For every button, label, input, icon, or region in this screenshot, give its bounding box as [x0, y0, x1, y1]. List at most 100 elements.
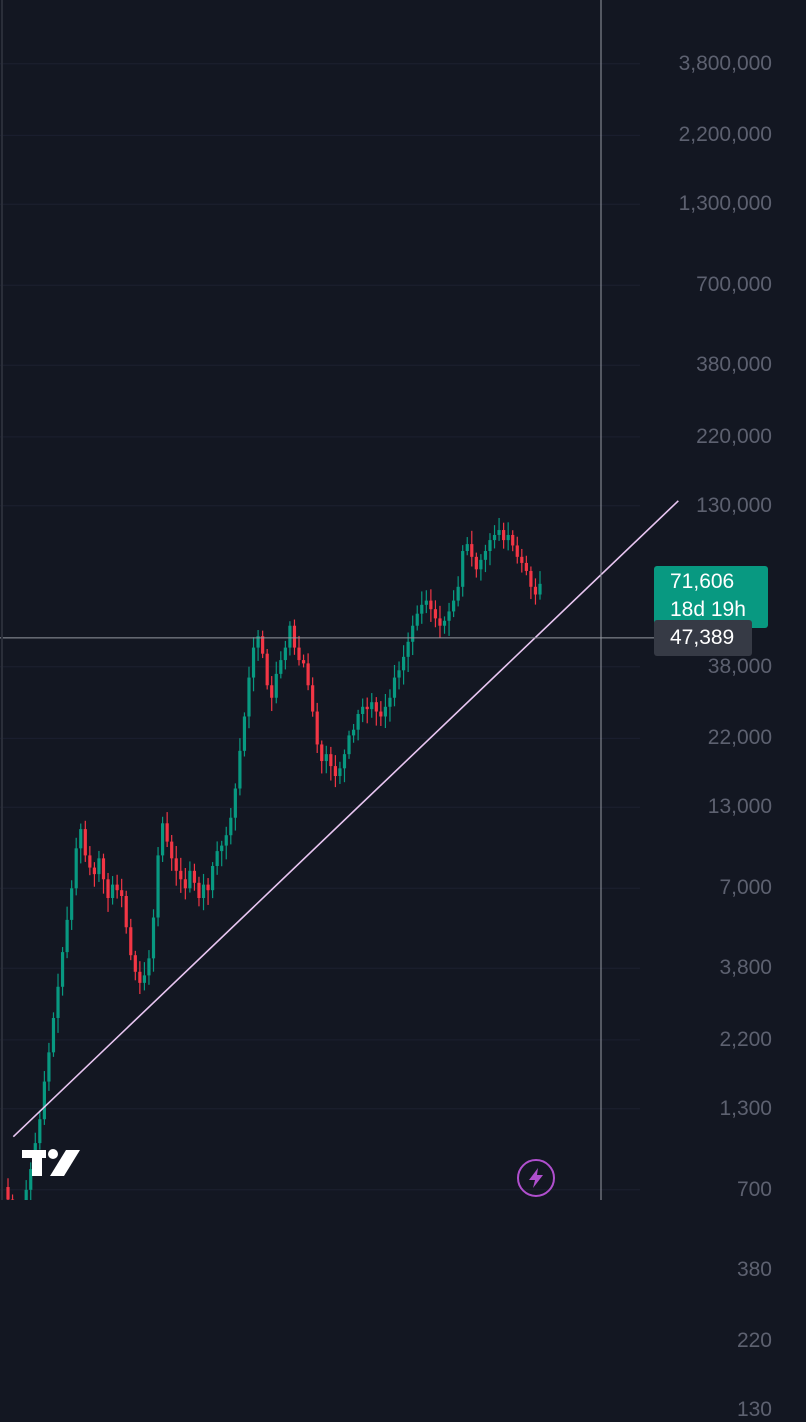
- candle-body: [525, 563, 528, 571]
- candle-body: [429, 601, 432, 610]
- candle-body: [352, 730, 355, 736]
- candle-body: [420, 605, 423, 614]
- candle-body: [229, 818, 232, 835]
- candle-body: [47, 1052, 50, 1081]
- y-tick-label: 7,000: [622, 876, 772, 900]
- candle-body: [311, 685, 314, 711]
- candle-body: [193, 871, 196, 883]
- candle-body: [156, 855, 159, 917]
- y-tick-label: 220,000: [622, 425, 772, 449]
- flash-button[interactable]: [517, 1159, 555, 1197]
- candle-body: [320, 744, 323, 761]
- y-tick-label: 1,300: [622, 1097, 772, 1121]
- y-tick-label: 3,800: [622, 956, 772, 980]
- y-tick-label: 700,000: [622, 273, 772, 297]
- candle-body: [238, 751, 241, 789]
- candle-body: [416, 614, 419, 626]
- candle-body: [447, 611, 450, 620]
- candle-body: [284, 648, 287, 660]
- candle-body: [93, 868, 96, 875]
- y-tick-label: 13,000: [622, 795, 772, 819]
- candle-body: [79, 829, 82, 848]
- candle-body: [370, 702, 373, 709]
- candle-body: [375, 702, 378, 711]
- candle-body: [457, 587, 460, 601]
- candle-body: [243, 716, 246, 750]
- candle-body: [25, 1190, 28, 1200]
- candle-body: [143, 975, 146, 982]
- lightning-bolt-icon: [526, 1167, 546, 1189]
- candle-body: [497, 530, 500, 535]
- candle-body: [307, 663, 310, 685]
- candle-body: [529, 571, 532, 587]
- candle-body: [347, 735, 350, 754]
- y-tick-label: 1,300,000: [622, 192, 772, 216]
- candle-body: [170, 842, 173, 859]
- candle-body: [216, 851, 219, 866]
- y-tick-label: 130,000: [622, 494, 772, 518]
- candle-body: [56, 987, 59, 1018]
- candle-body: [316, 712, 319, 745]
- candle-body: [38, 1119, 41, 1143]
- candle-body: [411, 626, 414, 642]
- candle-body: [475, 557, 478, 569]
- trendline[interactable]: [13, 501, 678, 1137]
- candle-body: [197, 883, 200, 898]
- candle-body: [234, 789, 237, 818]
- candle-body: [120, 890, 123, 896]
- candle-body: [111, 885, 114, 898]
- last-price-label: 71,606: [670, 570, 734, 593]
- candle-body: [188, 871, 191, 888]
- candle-body: [461, 551, 464, 587]
- candle-body: [97, 858, 100, 874]
- y-tick-label: 130: [622, 1398, 772, 1422]
- candle-body: [129, 927, 132, 955]
- candle-body: [343, 754, 346, 768]
- candle-body: [66, 920, 69, 952]
- candle-body: [138, 972, 141, 983]
- candle-body: [425, 601, 428, 605]
- candle-body: [102, 858, 105, 879]
- y-tick-label: 2,200: [622, 1028, 772, 1052]
- candle-body: [184, 879, 187, 888]
- candle-body: [384, 707, 387, 717]
- candle-body: [302, 660, 305, 663]
- grid-lines: [0, 64, 640, 1200]
- candle-body: [61, 952, 64, 987]
- candle-body: [520, 557, 523, 563]
- candle-body: [407, 642, 410, 657]
- tradingview-logo-icon[interactable]: [20, 1146, 84, 1183]
- candle-body: [70, 888, 73, 920]
- candle-body: [161, 823, 164, 855]
- candle-body: [488, 540, 491, 551]
- candle-body: [484, 551, 487, 560]
- candle-body: [297, 648, 300, 660]
- candle-body: [147, 958, 150, 975]
- candle-body: [452, 601, 455, 612]
- candle-body: [275, 674, 278, 698]
- crosshair-price-tag: 47,389: [654, 620, 752, 656]
- candle-body: [534, 587, 537, 595]
- candle-body: [206, 885, 209, 891]
- candle-body: [334, 766, 337, 776]
- candle-body: [507, 535, 510, 540]
- candle-body: [466, 544, 469, 551]
- candle-body: [393, 678, 396, 698]
- candle-body: [511, 535, 514, 545]
- candle-body: [166, 823, 169, 841]
- candle-body: [247, 678, 250, 717]
- candle-body: [388, 698, 391, 707]
- y-tick-label: 700: [622, 1178, 772, 1202]
- y-tick-label: 3,800,000: [622, 52, 772, 76]
- candle-body: [261, 636, 264, 653]
- candle-body: [179, 871, 182, 879]
- candle-body: [325, 754, 328, 761]
- candle-body: [493, 535, 496, 540]
- candle-body: [220, 846, 223, 852]
- candle-body: [338, 768, 341, 776]
- candle-body: [479, 560, 482, 569]
- candle-body: [125, 896, 128, 927]
- y-tick-label: 380: [622, 1258, 772, 1282]
- candle-body: [43, 1082, 46, 1120]
